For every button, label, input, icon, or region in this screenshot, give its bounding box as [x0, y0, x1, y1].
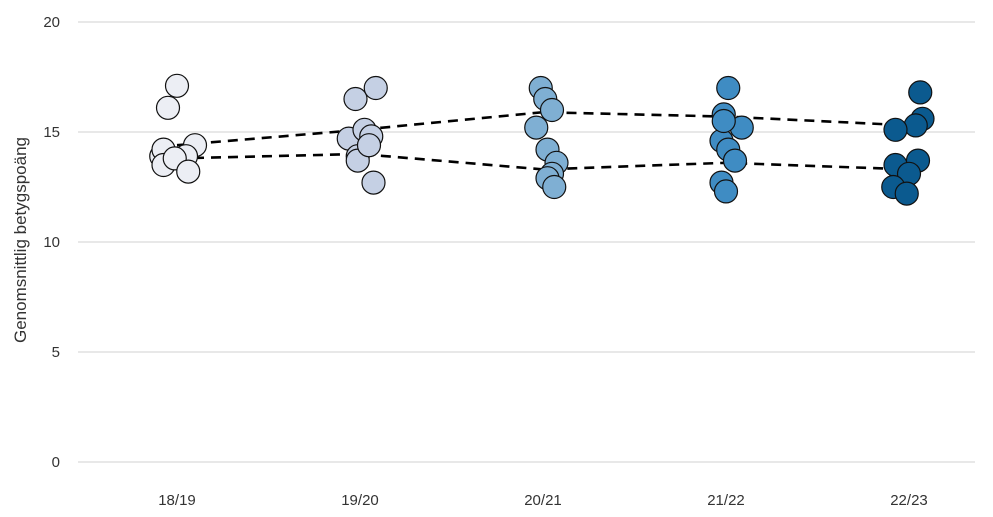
- data-point: [908, 80, 933, 105]
- data-point: [176, 159, 201, 184]
- data-point: [903, 113, 928, 138]
- data-point: [164, 73, 190, 98]
- data-points: [149, 73, 935, 206]
- x-tick-label: 22/23: [890, 492, 928, 509]
- data-point: [713, 179, 739, 204]
- y-tick-label: 15: [43, 124, 60, 141]
- data-point: [542, 174, 567, 200]
- data-point: [722, 148, 748, 173]
- data-point: [539, 97, 565, 123]
- x-tick-label: 19/20: [341, 492, 379, 509]
- grid-lines: [78, 21, 975, 463]
- data-point: [711, 108, 736, 134]
- data-point: [716, 75, 741, 101]
- data-point: [363, 75, 388, 101]
- y-tick-labels: 0 5 10 15 20: [43, 14, 60, 471]
- data-point: [356, 133, 382, 158]
- y-tick-label: 20: [43, 14, 60, 31]
- y-tick-label: 0: [52, 454, 60, 471]
- x-tick-label: 20/21: [524, 492, 562, 509]
- y-tick-label: 10: [43, 234, 60, 251]
- x-tick-labels: 18/19 19/20 20/21 21/22 22/23: [158, 492, 928, 509]
- y-tick-label: 5: [52, 344, 60, 361]
- trend-line: [176, 110, 910, 147]
- y-axis-title: Genomsnittlig betygspoäng: [11, 137, 30, 343]
- data-point: [155, 95, 181, 120]
- x-tick-label: 21/22: [707, 492, 745, 509]
- x-tick-label: 18/19: [158, 492, 196, 509]
- data-point: [883, 117, 908, 142]
- data-point: [524, 115, 549, 140]
- data-point: [361, 170, 386, 195]
- data-point: [343, 86, 368, 112]
- data-point: [894, 181, 919, 206]
